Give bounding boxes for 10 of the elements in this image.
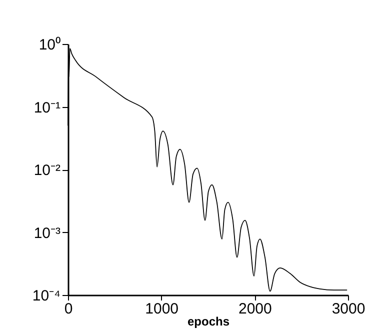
x-tick-label: 3000 bbox=[332, 300, 366, 318]
y-tick-label: 10⁰ bbox=[38, 36, 60, 54]
x-tick-label: 0 bbox=[64, 300, 73, 318]
y-tick-label: 10⁻⁴ bbox=[32, 288, 60, 304]
y-tick-label: 10⁻³ bbox=[34, 224, 60, 242]
y-tick-label: 10⁻² bbox=[34, 162, 60, 179]
x-axis-title: epochs bbox=[187, 314, 230, 328]
x-tick-label: 1000 bbox=[145, 300, 179, 318]
x-tick-label: 2000 bbox=[238, 300, 272, 318]
y-tick-label: 10⁻¹ bbox=[34, 99, 60, 116]
